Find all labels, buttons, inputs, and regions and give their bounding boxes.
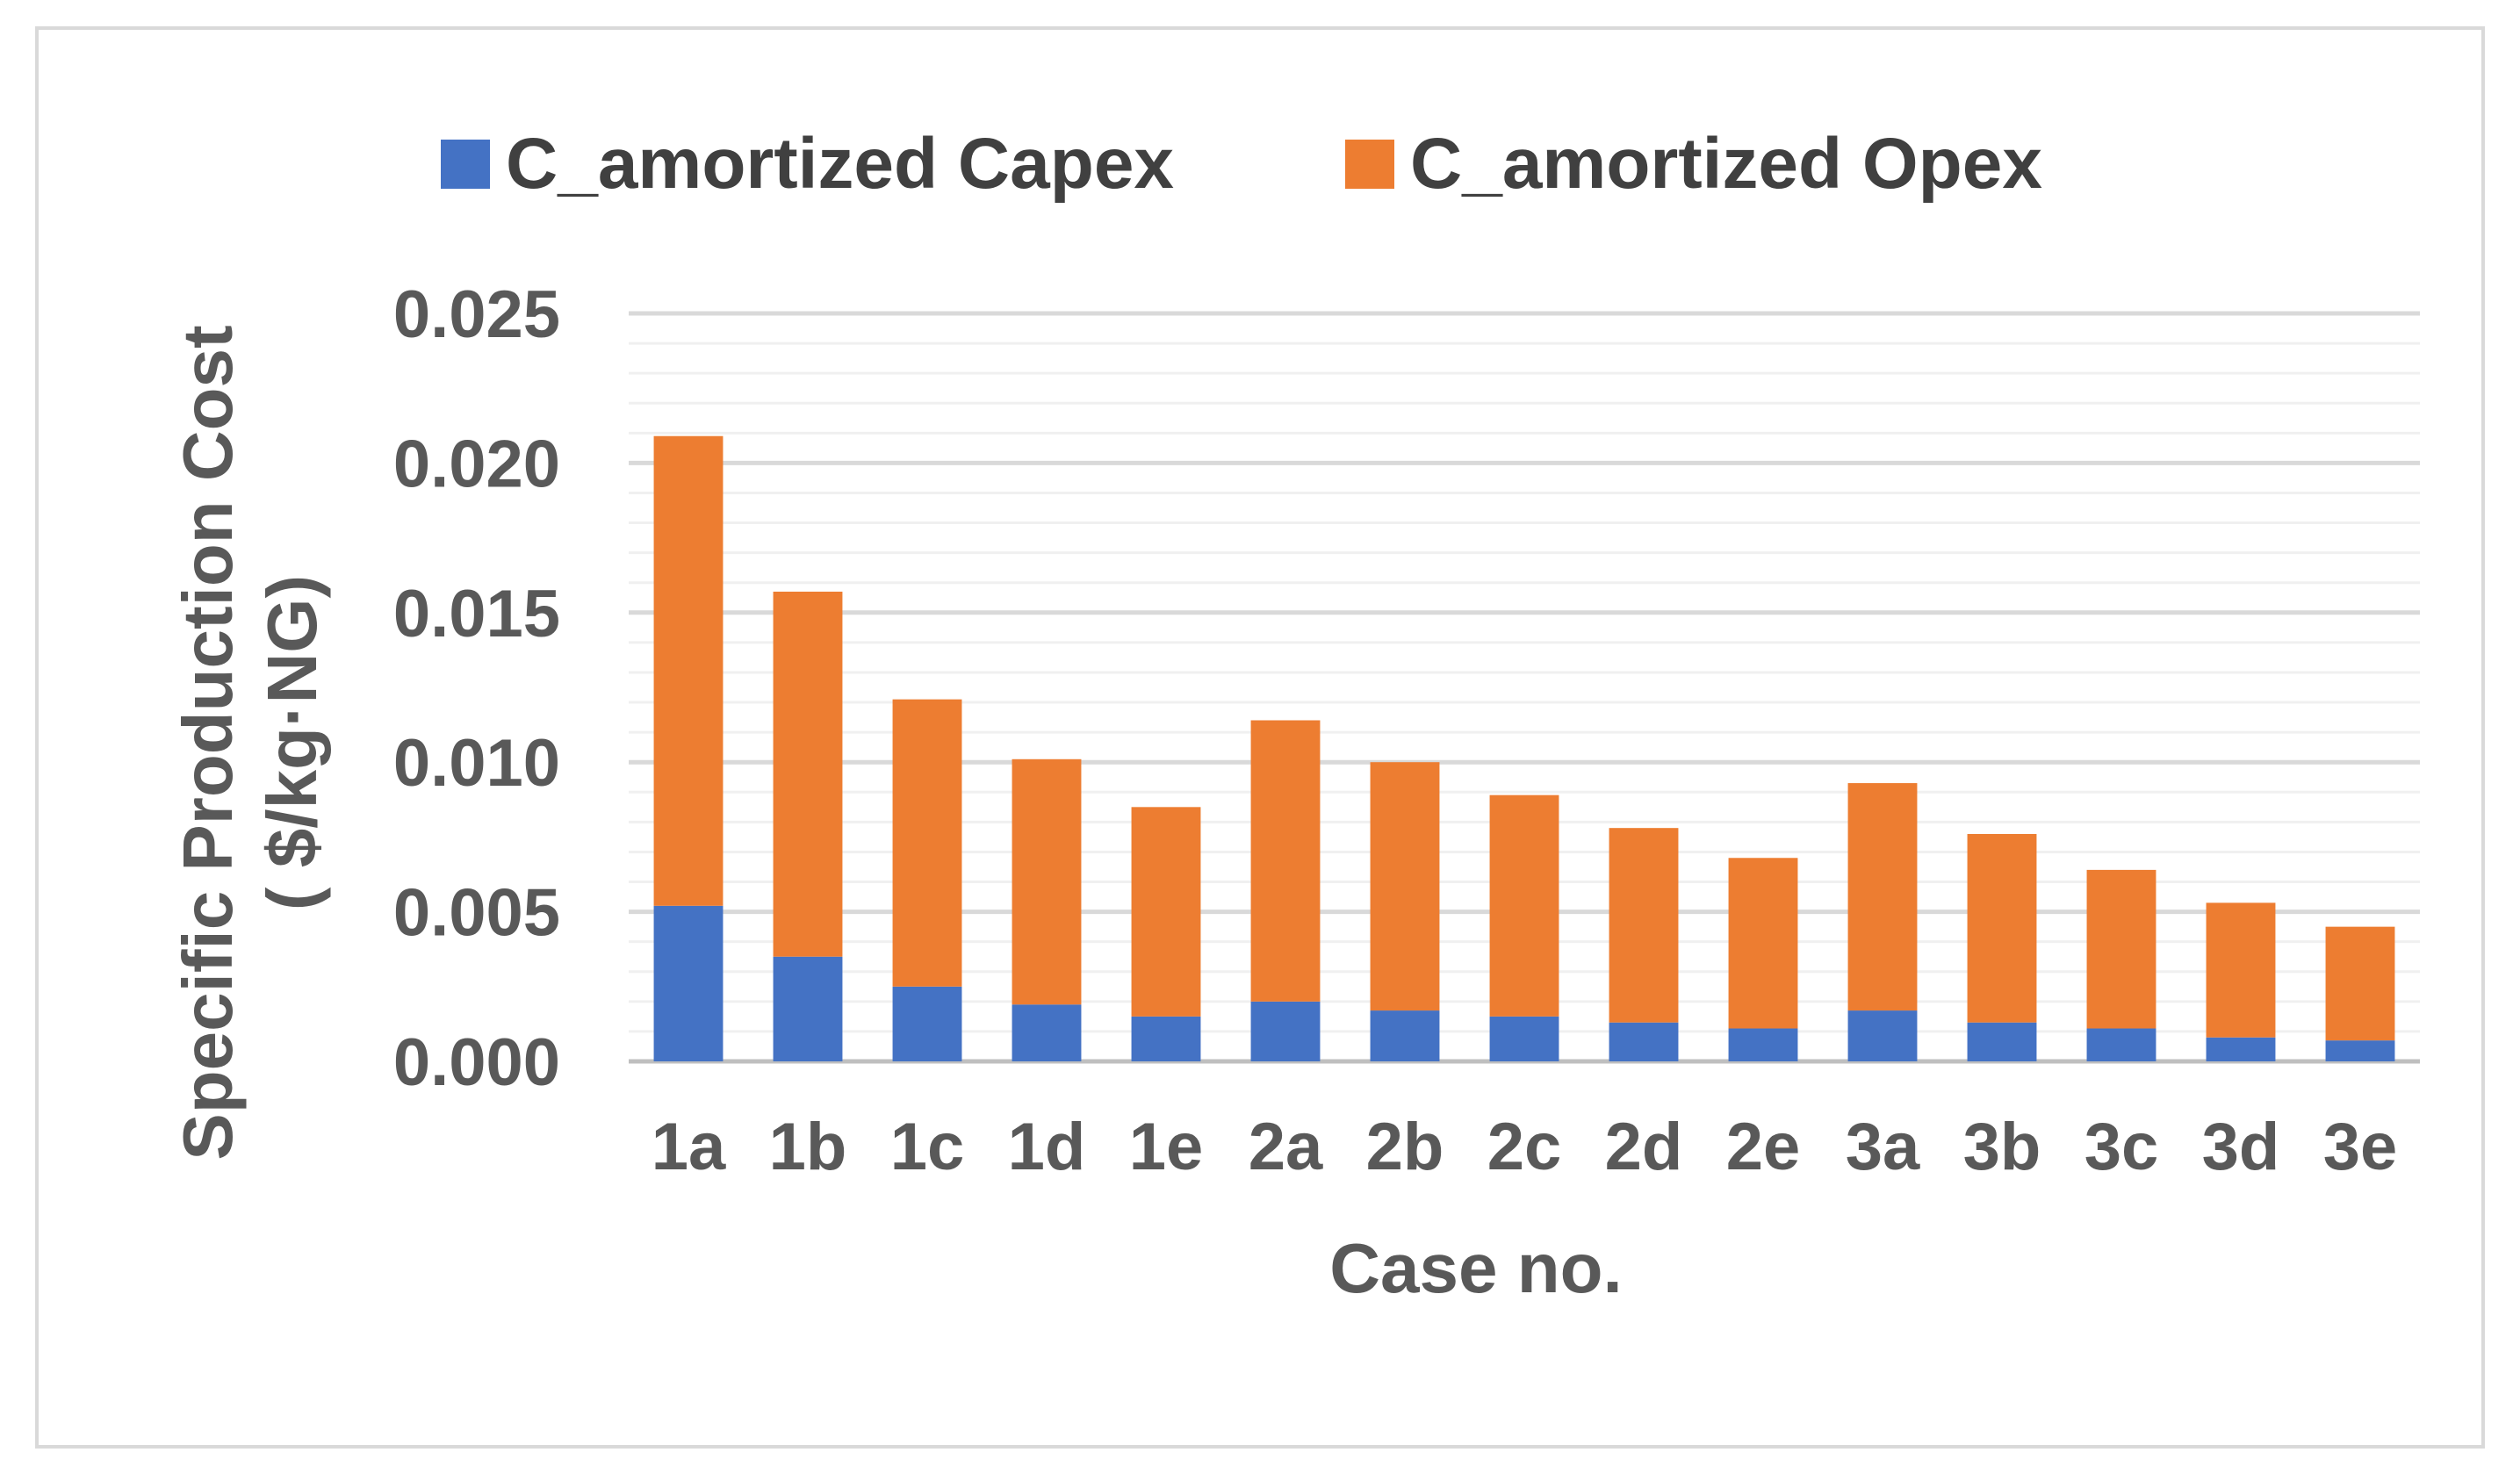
bar-capex-1a: [653, 905, 724, 1061]
x-tick-label-3a: 3a: [1846, 1110, 1920, 1184]
y-tick-label: 0.005: [393, 876, 560, 951]
bar-capex-1d: [1012, 1004, 1082, 1061]
x-axis-ticks: 1a 1b 1c 1d 1e 2a 2b 2c 2d 2e 3a 3b 3c 3d 3e: [652, 1110, 2398, 1184]
bar-opex-2c: [1489, 794, 1559, 1017]
legend: C_amortized Capex C_amortized Opex: [441, 124, 2042, 204]
bar-opex-2a: [1250, 720, 1321, 1002]
x-tick-label-3e: 3e: [2323, 1110, 2398, 1184]
bar-opex-2d: [1609, 828, 1679, 1023]
bar-capex-2c: [1489, 1016, 1559, 1061]
bar-opex-2b: [1370, 762, 1440, 1011]
bar-opex-2e: [1728, 858, 1798, 1029]
bar-capex-3a: [1847, 1010, 1918, 1061]
bar-capex-1e: [1131, 1016, 1201, 1061]
y-tick-label: 0.010: [393, 726, 560, 801]
bar-opex-3c: [2086, 869, 2156, 1029]
x-tick-label-2a: 2a: [1249, 1110, 1323, 1184]
bar-capex-2b: [1370, 1010, 1440, 1061]
bar-opex-1c: [892, 699, 962, 987]
bar-capex-3c: [2086, 1028, 2156, 1061]
x-tick-label-2c: 2c: [1487, 1110, 1562, 1184]
x-tick-label-1c: 1c: [890, 1110, 965, 1184]
bar-opex-1d: [1012, 758, 1082, 1005]
x-tick-label-3d: 3d: [2202, 1110, 2280, 1184]
bar-opex-1a: [653, 435, 724, 906]
bar-capex-2a: [1250, 1001, 1321, 1061]
y-axis-title: Specific Production Cost ( $/kg·NG): [169, 325, 331, 1160]
y-tick-label: 0.020: [393, 427, 560, 501]
bar-capex-3b: [1967, 1022, 2037, 1061]
bar-opex-3e: [2325, 926, 2395, 1041]
bar-capex-3e: [2325, 1040, 2395, 1061]
bar-capex-2d: [1609, 1022, 1679, 1061]
chart-frame: C_amortized Capex C_amortized Opex 0.000…: [35, 26, 2485, 1449]
legend-label-capex: C_amortized Capex: [506, 124, 1174, 204]
bar-capex-3d: [2206, 1037, 2276, 1061]
bar-capex-1c: [892, 986, 962, 1061]
x-tick-label-2e: 2e: [1726, 1110, 1801, 1184]
y-tick-label: 0.015: [393, 577, 560, 651]
x-tick-label-3b: 3b: [1963, 1110, 2041, 1184]
y-axis-title-line2: ( $/kg·NG): [253, 575, 331, 910]
x-tick-label-1d: 1d: [1008, 1110, 1086, 1184]
x-tick-label-1b: 1b: [769, 1110, 847, 1184]
chart-svg: C_amortized Capex C_amortized Opex 0.000…: [169, 124, 2420, 1307]
bar-opex-3d: [2206, 902, 2276, 1038]
x-tick-label-2d: 2d: [1605, 1110, 1683, 1184]
bar-opex-3a: [1847, 783, 1918, 1011]
bar-opex-1b: [773, 591, 843, 957]
bar-layer: [653, 435, 2395, 1061]
x-tick-label-3c: 3c: [2084, 1110, 2159, 1184]
x-tick-label-1e: 1e: [1129, 1110, 1204, 1184]
bar-opex-1e: [1131, 807, 1201, 1017]
x-tick-label-2b: 2b: [1366, 1110, 1444, 1184]
y-axis-ticks: 0.000 0.005 0.010 0.015 0.020 0.025: [393, 277, 560, 1100]
bar-capex-2e: [1728, 1028, 1798, 1061]
legend-swatch-opex: [1345, 140, 1394, 189]
bar-capex-1b: [773, 956, 843, 1061]
y-tick-label: 0.000: [393, 1025, 560, 1100]
x-axis-title: Case no.: [1329, 1229, 1622, 1307]
y-tick-label: 0.025: [393, 277, 560, 352]
bar-opex-3b: [1967, 833, 2037, 1023]
legend-label-opex: C_amortized Opex: [1410, 124, 2042, 204]
y-axis-title-line1: Specific Production Cost: [169, 325, 247, 1160]
legend-swatch-capex: [441, 140, 490, 189]
x-tick-label-1a: 1a: [652, 1110, 726, 1184]
